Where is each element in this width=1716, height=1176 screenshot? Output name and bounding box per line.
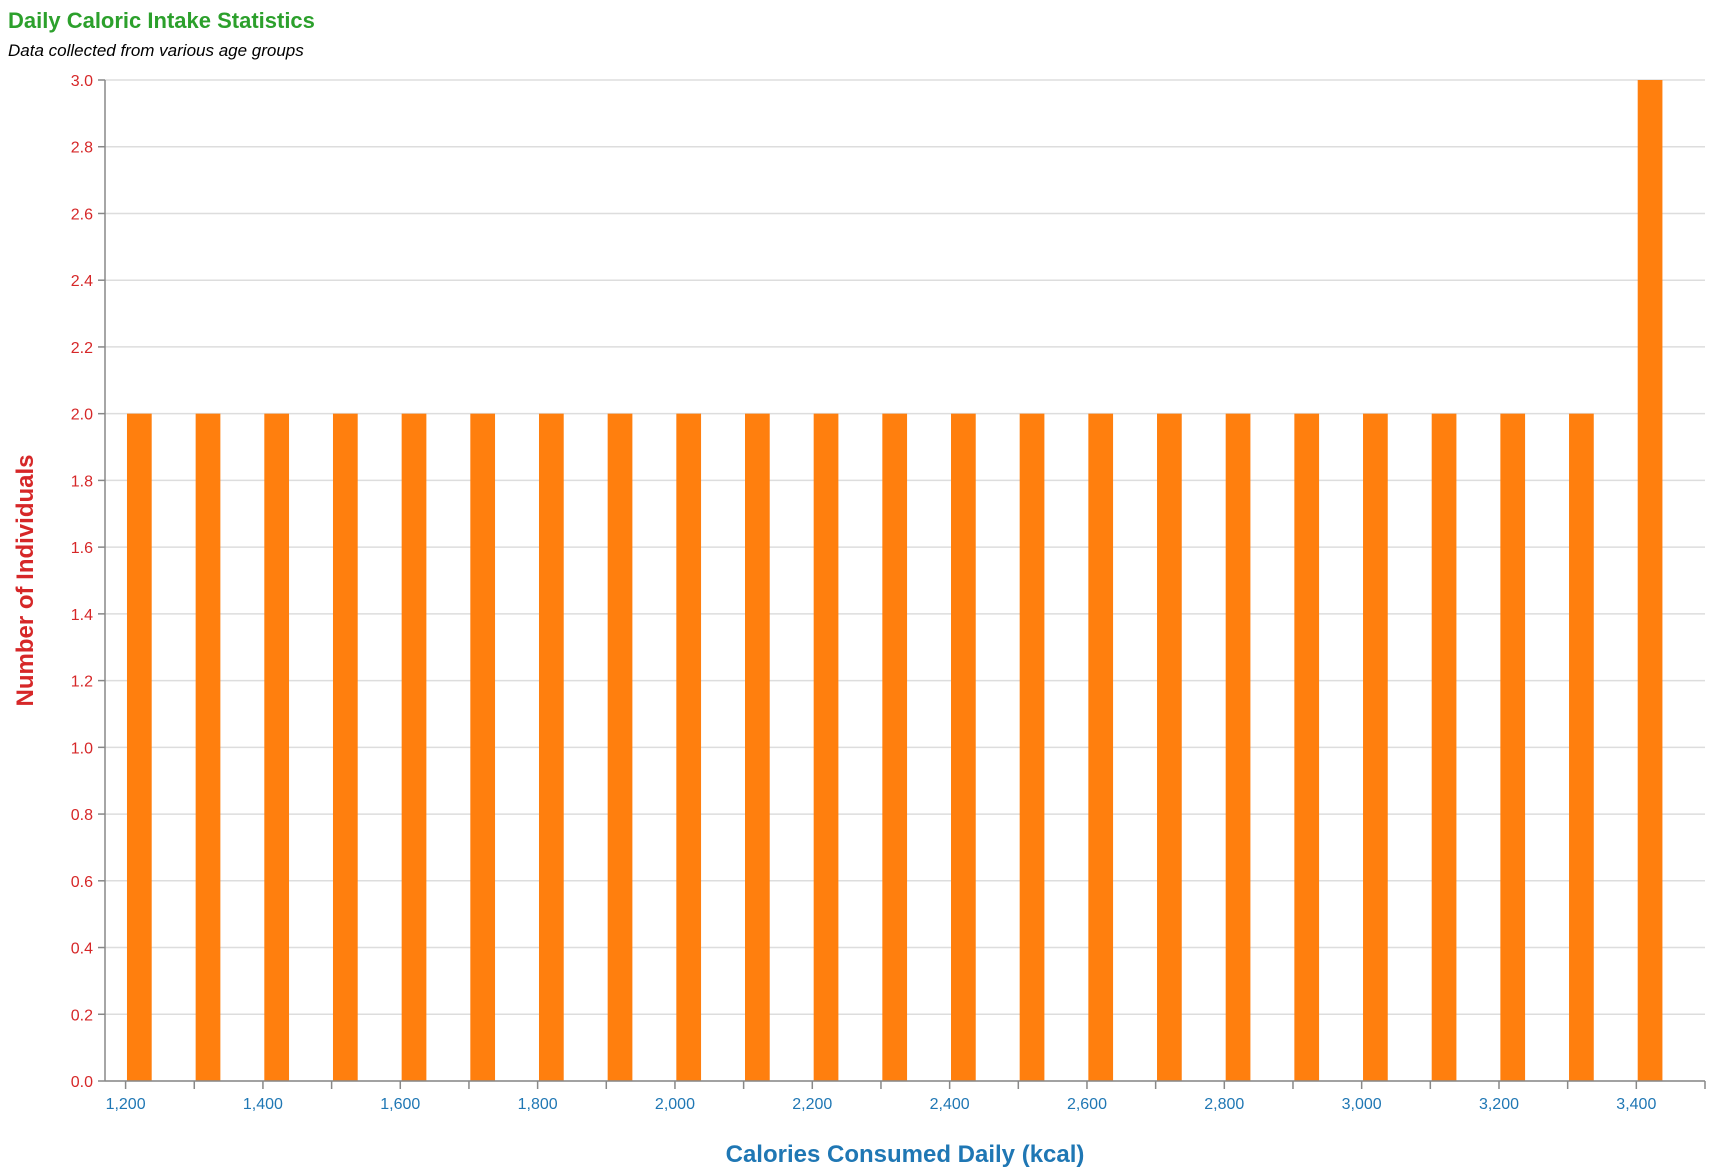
y-tick-label: 2.0 [71, 407, 93, 424]
bar [607, 413, 633, 1082]
y-tick-label: 1.0 [71, 740, 93, 757]
x-tick-label: 2,400 [930, 1096, 970, 1113]
y-tick-label: 2.2 [71, 340, 93, 357]
x-tick-label: 2,000 [655, 1096, 695, 1113]
bar [676, 413, 702, 1082]
bars [126, 80, 1663, 1082]
x-axis-ticks: 1,200 1,400 1,600 1,800 2,000 2,200 2,400 2,600… [106, 1096, 1657, 1113]
bar [1500, 413, 1526, 1082]
bar [264, 413, 290, 1082]
x-tick-label: 1,400 [243, 1096, 283, 1113]
bar [1088, 413, 1114, 1082]
bar [1431, 413, 1457, 1082]
y-tick-label: 3.0 [71, 73, 93, 90]
y-tick-label: 0.2 [71, 1007, 93, 1024]
chart-title: Daily Caloric Intake Statistics [8, 8, 315, 33]
bar [1294, 413, 1320, 1082]
chart-subtitle: Data collected from various age groups [8, 41, 304, 60]
x-tick-label: 3,000 [1342, 1096, 1382, 1113]
bar [332, 413, 358, 1082]
x-tick-label: 1,600 [380, 1096, 420, 1113]
bar [813, 413, 839, 1082]
bar [882, 413, 908, 1082]
x-tick-label: 1,200 [106, 1096, 146, 1113]
axes [98, 79, 1706, 1089]
bar [538, 413, 564, 1082]
y-axis-title: Number of Individuals [12, 454, 39, 706]
bar [1637, 80, 1663, 1081]
bar [1225, 413, 1251, 1082]
bar [1019, 413, 1045, 1082]
y-tick-label: 1.4 [71, 607, 93, 624]
bar [951, 413, 976, 1082]
y-tick-label: 2.4 [71, 273, 93, 290]
bar [1569, 413, 1594, 1082]
bar [1157, 413, 1182, 1082]
x-axis-title: Calories Consumed Daily (kcal) [726, 1141, 1085, 1168]
x-tick-label: 3,200 [1479, 1096, 1519, 1113]
y-tick-label: 0.8 [71, 807, 93, 824]
x-tick-label: 2,600 [1067, 1096, 1107, 1113]
y-tick-label: 1.2 [71, 674, 93, 691]
y-tick-label: 1.6 [71, 540, 93, 557]
x-tick-label: 2,200 [792, 1096, 832, 1113]
bar [126, 413, 152, 1082]
x-tick-label: 1,800 [518, 1096, 558, 1113]
y-axis-ticks: 0.0 0.2 0.4 0.6 0.8 1.0 1.2 1.4 1.6 1.8 2.0 2.2 2.4 2… [71, 73, 93, 1091]
bar [401, 413, 427, 1082]
y-tick-label: 0.0 [71, 1074, 93, 1091]
bar [1363, 413, 1388, 1082]
y-tick-label: 1.8 [71, 473, 93, 490]
bar [195, 413, 221, 1082]
bar [470, 413, 496, 1082]
y-tick-label: 0.4 [71, 941, 93, 958]
bar [745, 413, 770, 1082]
y-tick-label: 2.6 [71, 206, 93, 223]
x-tick-label: 2,800 [1204, 1096, 1244, 1113]
y-tick-label: 2.8 [71, 140, 93, 157]
y-tick-label: 0.6 [71, 874, 93, 891]
x-tick-label: 3,400 [1616, 1096, 1656, 1113]
